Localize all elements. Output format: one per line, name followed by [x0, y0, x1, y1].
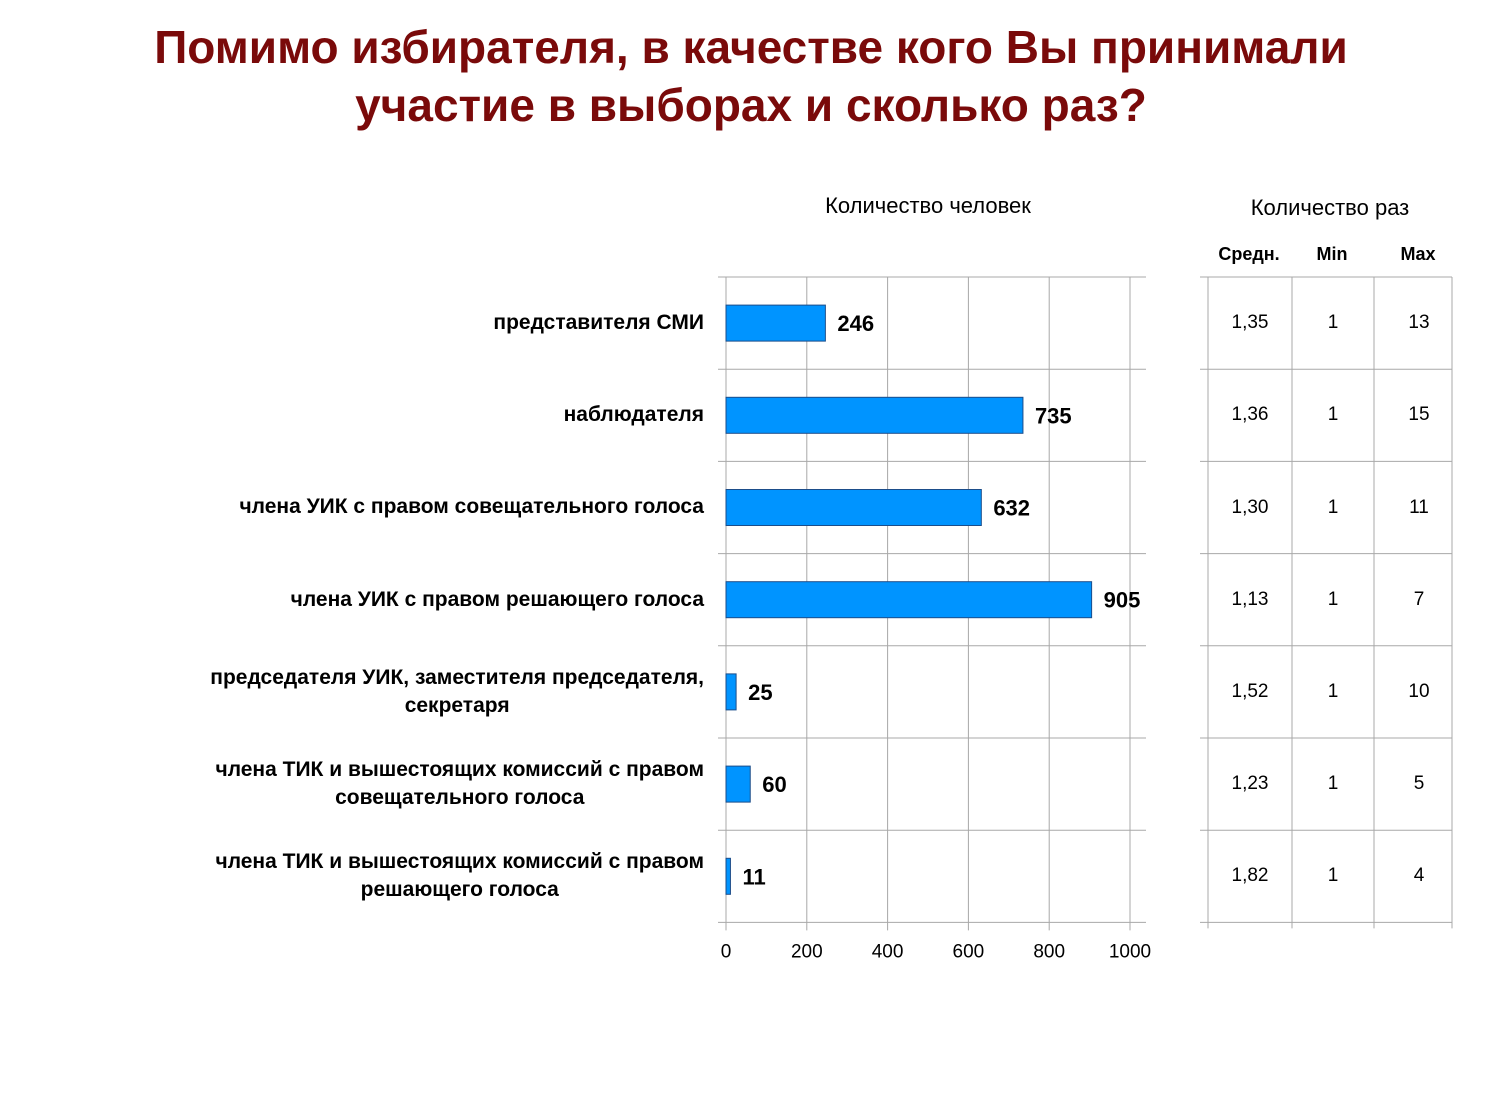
bar — [725, 857, 731, 895]
x-tick-label: 0 — [721, 941, 732, 962]
cell-average: 1,82 — [1231, 865, 1269, 887]
column-header-min: Min — [1316, 244, 1348, 264]
category-label: председателя УИК, заместителя председате… — [40, 646, 704, 738]
category-label-line: члена ТИК и вышестоящих комиссий с право… — [215, 758, 705, 782]
x-tick-label: 200 — [791, 941, 823, 962]
category-label-line: совещательного голоса — [335, 786, 585, 810]
cell-max: 4 — [1413, 865, 1425, 887]
category-label: представителя СМИ — [40, 277, 704, 369]
category-label: члена ТИК и вышестоящих комиссий с право… — [40, 738, 705, 830]
cell-min: 1 — [1327, 312, 1339, 334]
x-tick-label: 600 — [953, 941, 985, 962]
bar — [725, 304, 826, 342]
table-heading: Количество раз — [1250, 195, 1410, 220]
cell-min: 1 — [1327, 588, 1339, 610]
bar-value-label: 735 — [1035, 403, 1072, 428]
category-label-line: наблюдателя — [563, 403, 704, 427]
category-label: члена УИК с правом совещательного голоса — [40, 461, 704, 553]
chart-heading: Количество человек — [825, 193, 1031, 218]
category-label-line: председателя УИК, заместителя председате… — [210, 665, 704, 689]
x-tick-label: 1000 — [1109, 941, 1151, 962]
cell-min: 1 — [1327, 496, 1339, 518]
bar-value-label: 632 — [993, 496, 1030, 521]
x-tick-label: 800 — [1033, 941, 1065, 962]
cell-average: 1,30 — [1231, 496, 1269, 518]
cell-max: 10 — [1408, 680, 1430, 702]
bar — [725, 765, 751, 803]
cell-average: 1,36 — [1231, 404, 1269, 426]
cell-max: 15 — [1408, 404, 1430, 426]
category-label: наблюдателя — [40, 369, 704, 461]
bar — [725, 581, 1093, 619]
cell-average: 1,35 — [1231, 312, 1269, 334]
category-label: члена ТИК и вышестоящих комиссий с право… — [40, 830, 705, 922]
title-line-2: участие в выборах и сколько раз? — [355, 79, 1147, 131]
category-label-line: решающего голоса — [360, 878, 559, 902]
cell-min: 1 — [1327, 773, 1339, 795]
title-line-1: Помимо избирателя, в качестве кого Вы пр… — [154, 21, 1348, 73]
cell-average: 1,23 — [1231, 773, 1269, 795]
category-label-line: представителя СМИ — [493, 311, 704, 335]
category-label-line: члена ТИК и вышестоящих комиссий с право… — [215, 850, 705, 874]
cell-max: 5 — [1413, 773, 1425, 795]
category-label-line: секретаря — [404, 693, 510, 717]
column-header-max: Max — [1400, 244, 1436, 264]
bar-value-label: 25 — [748, 680, 772, 705]
bar-value-label: 11 — [742, 864, 765, 889]
category-label-line: члена УИК с правом совещательного голоса — [239, 495, 704, 519]
cell-min: 1 — [1327, 680, 1339, 702]
category-label: члена УИК с правом решающего голоса — [40, 554, 704, 646]
bar-value-label: 246 — [837, 311, 874, 336]
bar-value-label: 60 — [762, 772, 786, 797]
x-tick-label: 400 — [872, 941, 904, 962]
category-label-line: члена УИК с правом решающего голоса — [290, 587, 704, 611]
bar — [725, 673, 737, 711]
cell-average: 1,52 — [1231, 680, 1269, 702]
bar — [725, 396, 1024, 434]
cell-max: 13 — [1408, 312, 1430, 334]
page-title: Помимо избирателя, в качестве кого Вы пр… — [0, 18, 1502, 134]
cell-min: 1 — [1327, 404, 1339, 426]
cell-min: 1 — [1327, 865, 1339, 887]
bar-value-label: 905 — [1104, 588, 1141, 613]
cell-max: 7 — [1413, 588, 1425, 610]
cell-average: 1,13 — [1231, 588, 1269, 610]
bar — [725, 489, 982, 526]
column-header-average: Средн. — [1218, 244, 1280, 264]
cell-max: 11 — [1409, 496, 1429, 518]
